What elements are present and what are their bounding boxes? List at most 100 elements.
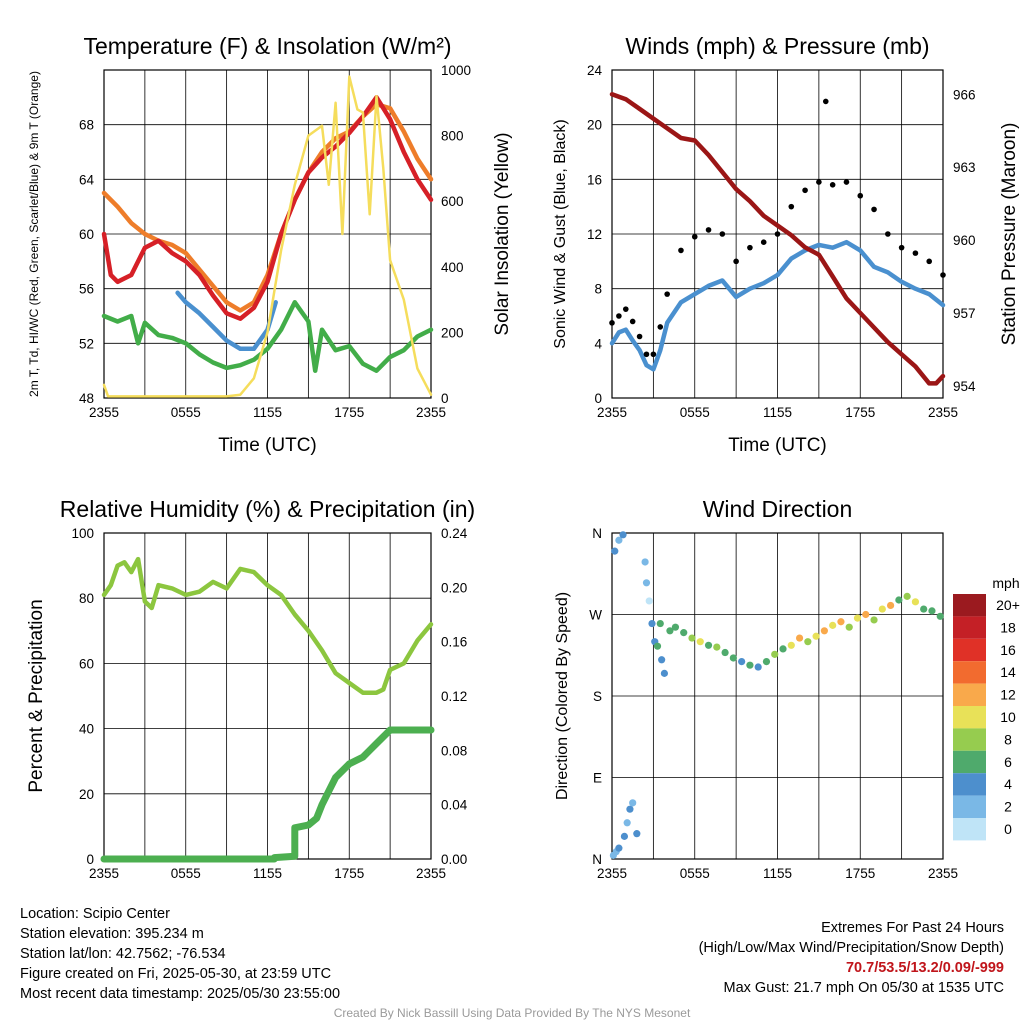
x-tick-label: 1155 <box>763 405 792 420</box>
x-axis-label: Time (UTC) <box>728 435 827 456</box>
series-gust-point <box>822 98 829 105</box>
y-tick-label: 4 <box>594 336 602 351</box>
series-gust-point <box>643 351 650 358</box>
y-tick-label: 56 <box>79 282 94 297</box>
y2-tick-label: 0.00 <box>441 852 467 867</box>
direction-point <box>903 592 911 600</box>
direction-point <box>878 605 886 613</box>
direction-point <box>713 643 721 651</box>
extremes-values: 70.7/53.5/13.2/0.09/-999 <box>845 960 1004 976</box>
x-tick-label: 1155 <box>763 866 792 881</box>
series-gust-point <box>650 351 657 358</box>
series-gust-point <box>774 231 781 237</box>
colorbar-label: 14 <box>1000 664 1016 680</box>
y2-tick-label: 0.08 <box>441 743 467 758</box>
direction-point <box>666 627 674 635</box>
y-tick-label: 52 <box>79 336 94 351</box>
direction-point <box>633 830 641 838</box>
colorbar-label: 12 <box>1000 687 1016 703</box>
series-gust-point <box>705 227 712 233</box>
series-gust-point <box>622 306 629 312</box>
direction-point <box>870 616 878 624</box>
series-t2m-line <box>101 95 434 321</box>
x-tick-label: 1755 <box>845 866 875 881</box>
series-gust-point <box>760 239 767 245</box>
x-tick-label: 2355 <box>416 866 446 881</box>
colorbar-swatch <box>953 638 986 662</box>
elevation-text: Station elevation: 395.234 m <box>20 926 204 942</box>
x-tick-label: 2355 <box>597 405 627 420</box>
y-tick-label: 60 <box>79 227 94 242</box>
direction-point <box>626 805 634 813</box>
x-tick-label: 2355 <box>928 866 958 881</box>
colorbar-swatch <box>953 728 986 751</box>
y-tick-label: 16 <box>587 172 602 187</box>
x-tick-label: 0555 <box>680 405 710 420</box>
series-gust-point <box>609 320 615 326</box>
y2-tick-label: 0.16 <box>441 635 467 650</box>
series-hiwc-line <box>175 290 278 352</box>
x-tick-label: 2355 <box>416 405 446 420</box>
colorbar-label: 16 <box>1000 642 1016 658</box>
direction-point <box>611 547 619 555</box>
direction-point <box>629 799 637 807</box>
chart-title: Relative Humidity (%) & Precipitation (i… <box>60 496 475 522</box>
recent-data-text: Most recent data timestamp: 2025/05/30 2… <box>20 986 341 1002</box>
colorbar-label: 2 <box>1004 799 1012 815</box>
direction-point <box>623 819 631 827</box>
x-tick-label: 1755 <box>334 866 364 881</box>
x-tick-label: 2355 <box>89 866 119 881</box>
direction-point <box>696 638 704 646</box>
series-gust-point <box>733 258 739 265</box>
direction-point <box>671 623 680 631</box>
x-tick-label: 0555 <box>171 405 201 420</box>
series-gust-point <box>691 233 698 240</box>
y2-tick-label: 600 <box>441 194 464 209</box>
direction-point <box>660 669 669 677</box>
direction-point <box>936 612 944 620</box>
series-gust-point <box>616 313 622 319</box>
y-tick-label: S <box>593 689 602 704</box>
y2-tick-label: 954 <box>953 379 976 394</box>
chart-title: Winds (mph) & Pressure (mb) <box>625 33 929 59</box>
direction-point <box>795 634 804 642</box>
direction-point <box>771 650 779 658</box>
y2-tick-label: 960 <box>953 233 976 248</box>
series-wind-line <box>609 239 946 372</box>
series-gust-point <box>912 250 919 256</box>
direction-point <box>680 629 688 637</box>
series-td-line <box>101 300 434 373</box>
series-gust-point <box>829 182 836 188</box>
direction-point <box>648 619 656 628</box>
y2-axis-label: Station Pressure (Maroon) <box>999 123 1020 346</box>
x-tick-label: 2355 <box>928 405 958 420</box>
colorbar-swatch <box>953 594 986 617</box>
colorbar-unit: mph <box>992 575 1019 591</box>
y2-tick-label: 200 <box>441 325 464 340</box>
series-gust-point <box>843 179 850 185</box>
x-tick-label: 1755 <box>845 405 875 420</box>
colorbar-swatch <box>953 750 986 774</box>
y-axis-label: Percent & Precipitation <box>26 599 47 792</box>
direction-point <box>804 638 812 646</box>
y-tick-label: 24 <box>587 63 603 78</box>
series-gust-point <box>940 272 946 278</box>
direction-point <box>688 634 696 642</box>
colorbar-swatch <box>953 661 986 684</box>
y-tick-label: W <box>589 608 602 623</box>
y-tick-label: 64 <box>79 172 95 187</box>
colorbar-label: 18 <box>1000 619 1016 635</box>
direction-point <box>754 663 762 671</box>
chart-rh-precip: 2355 0555 1155 1755 23550204060801000.000.04… <box>26 496 475 881</box>
y-axis-label: 2m T, Td, HI/WC (Red, Green, Scarlet/Blu… <box>27 71 41 397</box>
series-gust-point <box>898 244 905 251</box>
series-gust-point <box>657 324 664 330</box>
direction-point <box>862 610 870 619</box>
direction-point <box>837 618 845 626</box>
series-gust-point <box>629 318 636 325</box>
colorbar-swatch <box>953 683 986 706</box>
x-tick-label: 2355 <box>89 405 119 420</box>
y2-tick-label: 400 <box>441 260 464 275</box>
y2-axis-label: Solar Insolation (Yellow) <box>492 132 513 335</box>
